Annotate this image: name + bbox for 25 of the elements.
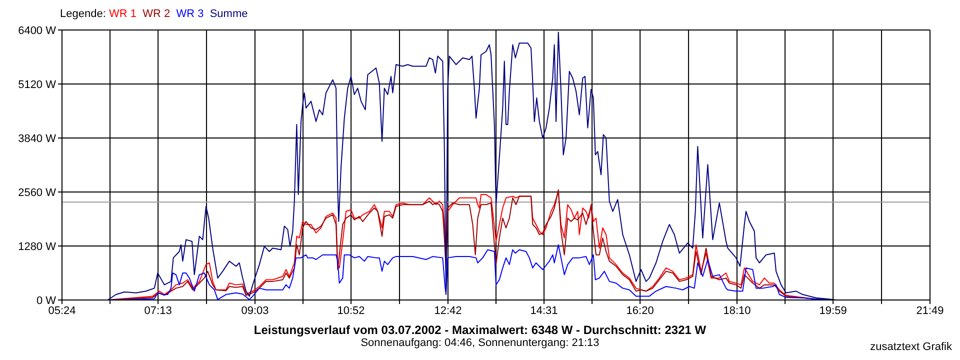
- y-tick-label: 3840 W: [18, 132, 57, 145]
- text: WR 3: [176, 8, 204, 20]
- x-tick-label: 19:59: [819, 304, 847, 317]
- text: zusatztext Grafik: [870, 341, 952, 353]
- y-tick-label: 0 W: [36, 294, 57, 307]
- legend-title: Legende:: [60, 8, 107, 20]
- y-tick-label: 2560 W: [18, 186, 57, 199]
- text: Summe: [210, 8, 248, 20]
- x-tick-label: 12:42: [434, 304, 462, 317]
- text: Leistungsverlauf vom 03.07.2002 - Maximalwert: 6348 W - Durchschnitt: 2321 W: [252, 323, 708, 337]
- y-tick-label: 1280 W: [18, 240, 57, 253]
- y-tick-label: 5120 W: [18, 78, 57, 91]
- x-tick-label: 16:20: [626, 304, 654, 317]
- x-tick-label: 21:49: [916, 304, 944, 317]
- text: WR 2: [142, 8, 170, 20]
- text: Sonnenaufgang: 04:46, Sonnenuntergang: 21:13: [360, 337, 600, 349]
- x-tick-label: 18:10: [723, 304, 751, 317]
- x-tick-label: 09:03: [241, 304, 269, 317]
- y-tick-label: 6400 W: [18, 24, 57, 37]
- text: WR 1: [108, 8, 136, 20]
- line-series: [107, 32, 837, 300]
- x-tick-label: 14:31: [530, 304, 558, 317]
- x-tick-label: 07:13: [144, 304, 172, 317]
- x-tick-label: 05:24: [48, 304, 76, 317]
- x-tick-label: 10:52: [337, 304, 365, 317]
